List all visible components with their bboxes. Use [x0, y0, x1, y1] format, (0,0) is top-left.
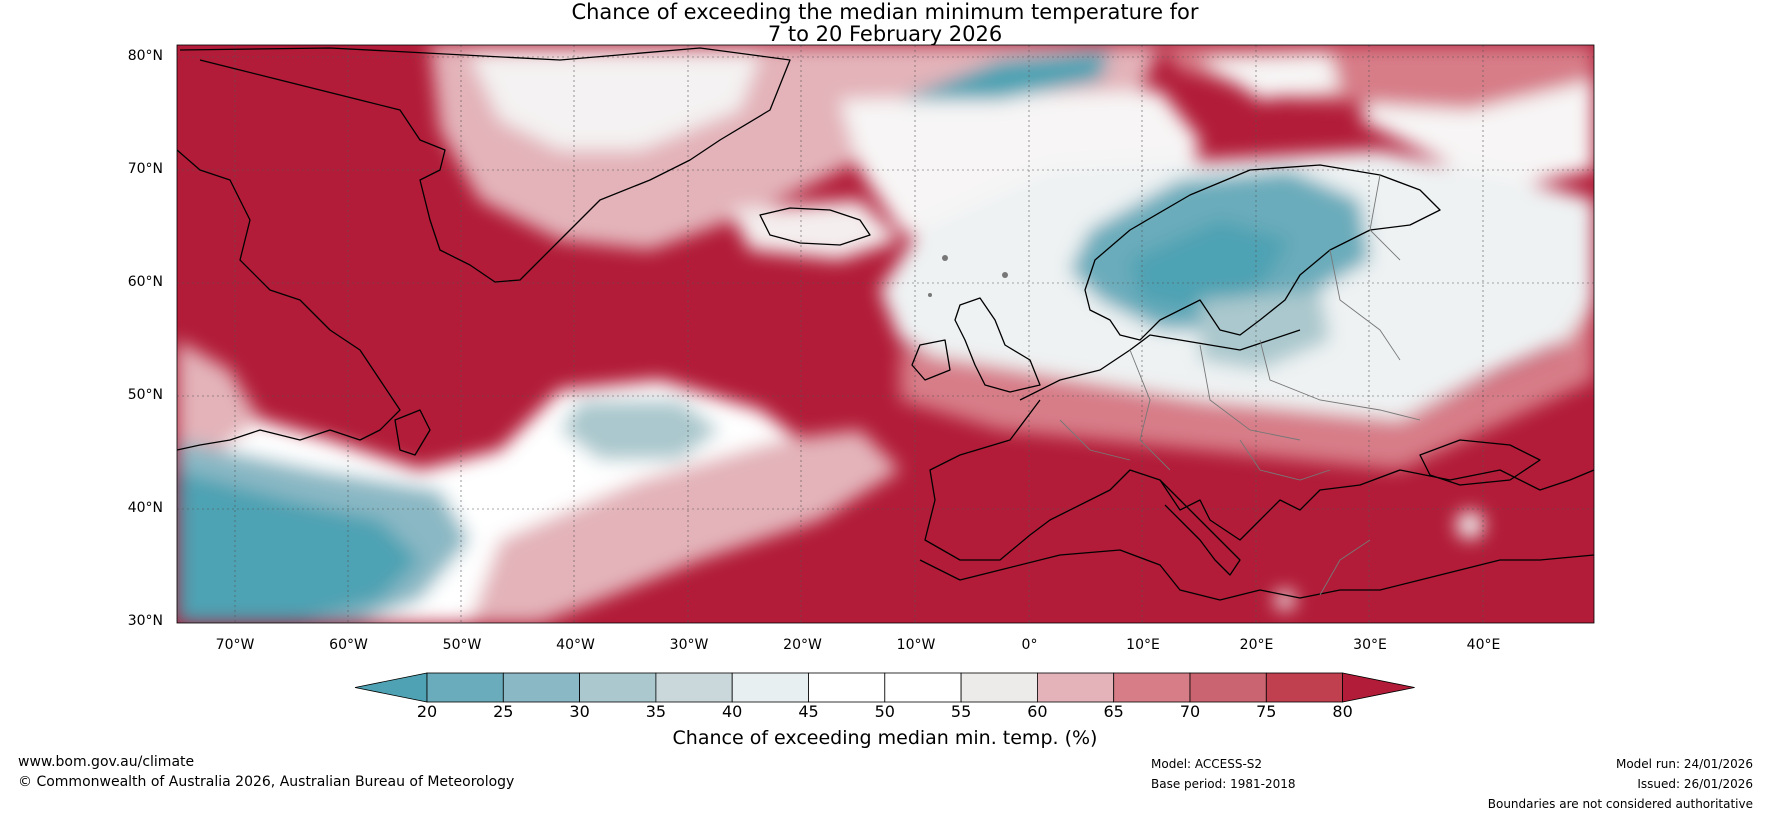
colorbar-tick-label: 35 [645, 702, 667, 721]
colorbar-tick-label: 65 [1103, 702, 1124, 721]
latitude-label: 50°N [127, 387, 163, 403]
colorbar-segment [808, 672, 886, 703]
map-title-line-2: 7 to 20 February 2026 [767, 22, 1003, 46]
colorbar-segment [960, 672, 1038, 703]
map-graticule [177, 45, 1594, 623]
longitude-label: 0° [1021, 637, 1038, 653]
colorbar-label: Chance of exceeding median min. temp. (%… [672, 727, 1098, 749]
latitude-label: 60°N [127, 274, 163, 290]
footer-model: Model: ACCESS-S2 [1151, 757, 1263, 771]
colorbar-segment [1265, 672, 1344, 703]
colorbar-segment [731, 672, 809, 703]
colorbar-segment [884, 672, 962, 703]
map-title-line-1: Chance of exceeding the median minimum t… [571, 0, 1199, 24]
probability-field-transitions [177, 45, 1594, 623]
country-borders [1059, 174, 1421, 596]
latitude-label: 70°N [127, 161, 163, 177]
longitude-label: 30°E [1353, 637, 1387, 653]
colorbar-segment [579, 672, 657, 703]
colorbar-tick-label: 60 [1027, 702, 1048, 721]
colorbar-segment [655, 672, 733, 703]
latitude-label: 30°N [127, 613, 163, 629]
colorbar-tick-label: 55 [950, 702, 972, 721]
footer-disclaimer: Boundaries are not considered authoritat… [1487, 797, 1753, 811]
longitude-label: 10°E [1126, 637, 1160, 653]
colorbar-tick-label: 50 [874, 702, 895, 721]
longitude-label: 10°W [896, 637, 936, 653]
colorbar-tick-label: 20 [416, 702, 438, 721]
coastlines [177, 47, 1594, 601]
longitude-label: 70°W [215, 637, 255, 653]
colorbar-segment [502, 672, 580, 703]
latitude-label: 80°N [127, 48, 163, 64]
longitude-label: 30°W [669, 637, 709, 653]
colorbar [354, 672, 1415, 703]
colorbar-tick-label: 70 [1179, 702, 1201, 721]
footer-issued: Issued: 26/01/2026 [1637, 777, 1753, 791]
longitude-label: 20°W [783, 637, 822, 653]
footer-base-period: Base period: 1981-2018 [1151, 777, 1296, 791]
colorbar-tick-label: 25 [493, 702, 514, 721]
colorbar-extend-high [1342, 672, 1415, 703]
colorbar-tick-label: 75 [1256, 702, 1277, 721]
colorbar-segment [1037, 672, 1115, 703]
colorbar-extend-low [354, 672, 428, 703]
longitude-label: 50°W [442, 637, 482, 653]
longitude-label: 60°W [329, 637, 368, 653]
footer-website: www.bom.gov.au/climate [18, 754, 195, 770]
colorbar-segment [426, 672, 504, 703]
map-border [176, 44, 1595, 624]
longitude-label: 40°W [556, 637, 595, 653]
colorbar-tick-label: 80 [1332, 702, 1353, 721]
footer-model-run: Model run: 24/01/2026 [1615, 757, 1753, 771]
colorbar-segment [1113, 672, 1191, 703]
colorbar-tick-label: 45 [798, 702, 819, 721]
map-frame [177, 45, 1594, 623]
colorbar-tick-label: 40 [722, 702, 743, 721]
latitude-label: 40°N [127, 500, 163, 516]
colorbar-tick-label: 30 [569, 702, 590, 721]
small-islands [928, 255, 1008, 297]
longitude-label: 40°E [1466, 637, 1501, 653]
longitude-label: 20°E [1239, 637, 1274, 653]
footer-copyright: © Commonwealth of Australia 2026, Austra… [18, 774, 515, 790]
colorbar-segment [1189, 672, 1267, 703]
